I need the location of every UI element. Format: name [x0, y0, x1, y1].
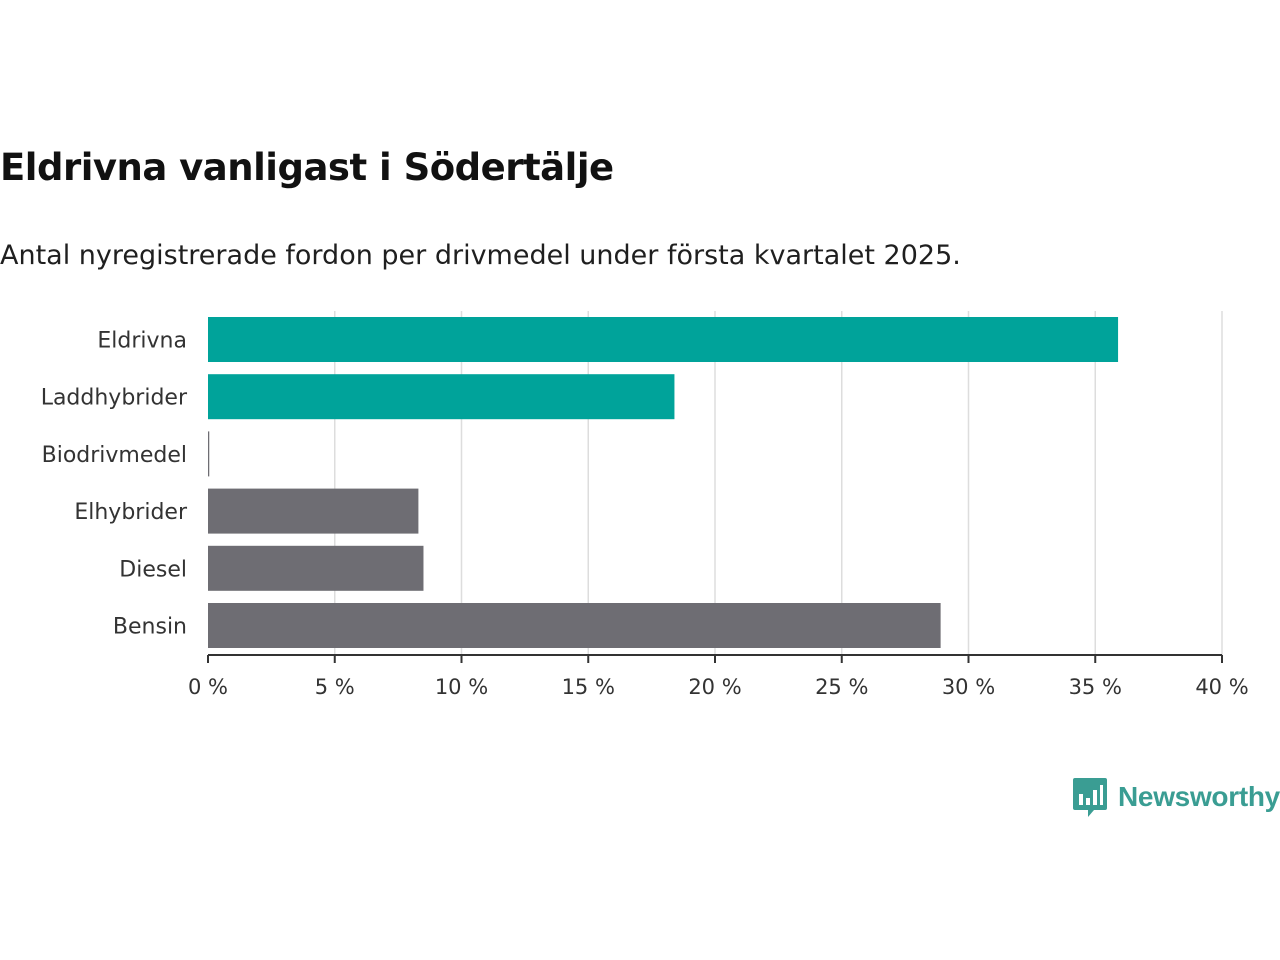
category-label-laddhybrider: Laddhybrider — [41, 386, 188, 411]
bars — [208, 317, 1119, 648]
category-label-eldrivna: Eldrivna — [97, 329, 187, 354]
x-tick-label-5: 5 % — [315, 675, 355, 699]
x-tick-label-35: 35 % — [1069, 675, 1122, 699]
category-label-diesel: Diesel — [119, 557, 187, 582]
x-tick-label-30: 30 % — [942, 675, 995, 699]
x-tick-label-0: 0 % — [188, 675, 228, 699]
bar-elhybrider — [208, 488, 419, 534]
newsworthy-chart-icon — [1073, 778, 1107, 817]
bar-eldrivna — [208, 317, 1119, 362]
bar-laddhybrider — [208, 374, 675, 420]
newsworthy-logo: Newsworthy — [1072, 776, 1280, 818]
brand-name: Newsworthy — [1118, 781, 1280, 812]
x-tick-label-20: 20 % — [688, 675, 741, 699]
category-labels: Eldrivna Laddhybrider Biodrivmedel Elhybrid… — [41, 329, 188, 640]
x-axis: 0 % 5 % 10 % 15 % 20 % 25 % 30 % 35 % 40 % — [188, 654, 1249, 699]
category-label-elhybrider: Elhybrider — [74, 500, 188, 525]
x-tick-label-10: 10 % — [435, 675, 488, 699]
x-tick-label-40: 40 % — [1195, 675, 1248, 699]
x-tick-label-15: 15 % — [562, 675, 615, 699]
x-tick-label-25: 25 % — [815, 675, 868, 699]
chart-title: Eldrivna vanligast i Södertälje — [0, 146, 614, 189]
bar-diesel — [208, 545, 424, 591]
gridlines — [334, 311, 1223, 655]
category-label-biodrivmedel: Biodrivmedel — [42, 443, 187, 468]
category-label-bensin: Bensin — [113, 615, 187, 640]
bar-biodrivmedel — [208, 431, 210, 477]
bar-bensin — [208, 603, 941, 648]
chart-subtitle: Antal nyregistrerade fordon per drivmede… — [0, 240, 961, 271]
